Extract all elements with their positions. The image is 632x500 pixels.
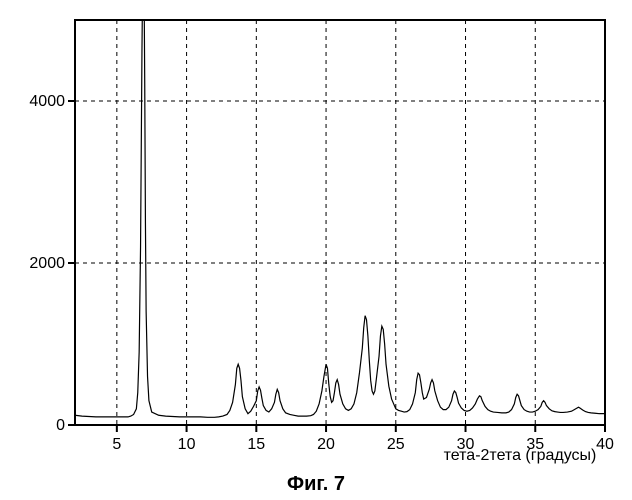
x-tick-label: 5 [112, 436, 121, 453]
xrd-chart: 510152025303540020004000тета-2тета (град… [0, 0, 632, 500]
x-axis-label: тета-2тета (градусы) [444, 447, 597, 464]
x-tick-label: 15 [247, 436, 265, 453]
figure-caption: Фиг. 7 [287, 473, 345, 495]
y-tick-label: 2000 [29, 255, 65, 272]
y-tick-label: 4000 [29, 93, 65, 110]
y-tick-label: 0 [56, 417, 65, 434]
figure-root: 510152025303540020004000тета-2тета (град… [0, 0, 632, 500]
x-tick-label: 10 [178, 436, 196, 453]
x-tick-label: 40 [596, 436, 614, 453]
x-tick-label: 20 [317, 436, 335, 453]
x-tick-label: 25 [387, 436, 405, 453]
